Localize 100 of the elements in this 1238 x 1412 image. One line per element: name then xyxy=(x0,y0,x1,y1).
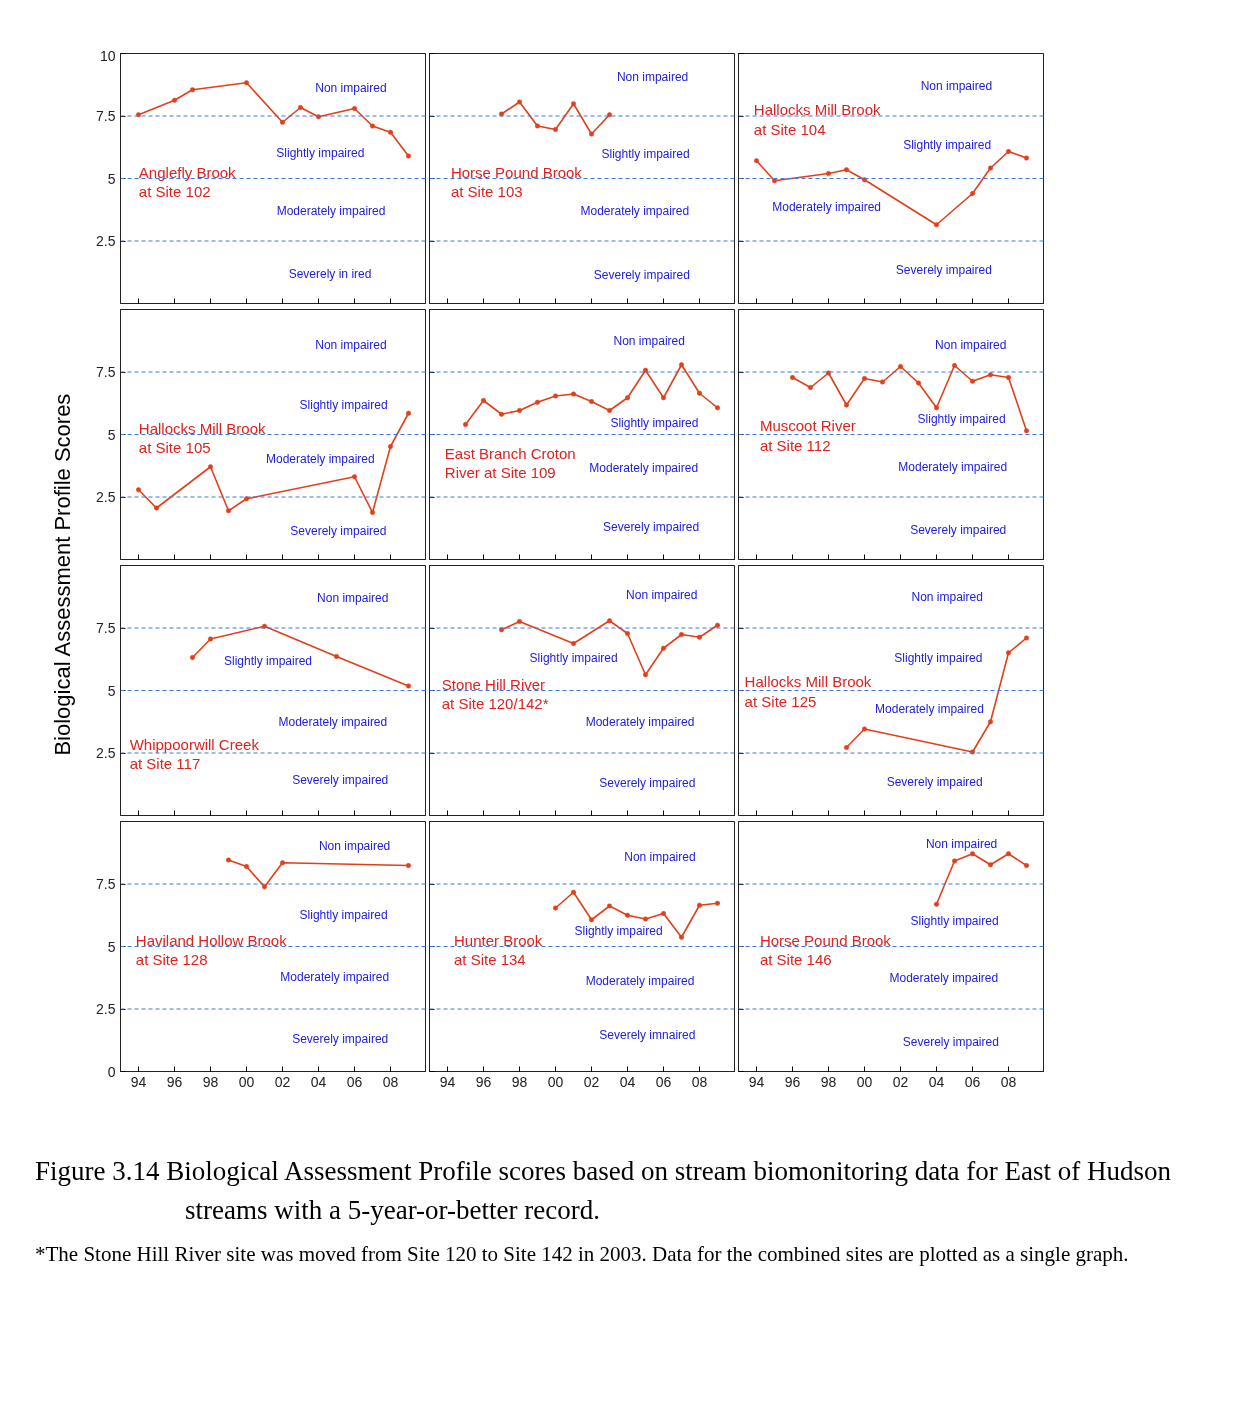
annotation: Non impaired xyxy=(613,333,685,348)
annotation: Slightly impaired xyxy=(903,138,992,152)
text: Hallocks Mill Brook at Site 104 xyxy=(753,101,881,138)
annotation: Moderately impaired xyxy=(265,452,375,467)
annotation: Slightly impaired xyxy=(276,145,365,160)
annotation: Non impaired xyxy=(925,836,998,851)
text: Haviland Hollow Brook at Site 128 xyxy=(135,931,288,969)
annotation: Slightly impaired xyxy=(910,913,999,928)
x-tick-label: 96 xyxy=(784,1073,801,1090)
annotation: Severely impaired xyxy=(895,262,992,277)
x-tick-label: 04 xyxy=(619,1073,636,1090)
x-tick-label: 96 xyxy=(475,1073,492,1090)
text: Horse Pound Brook at Site 103 xyxy=(450,163,583,201)
x-tick-label: 94 xyxy=(130,1073,147,1090)
annotation: Moderately impaired xyxy=(276,204,386,218)
x-tick-label: 00 xyxy=(547,1073,564,1090)
x-tick-label: 08 xyxy=(382,1073,399,1090)
annotation: Severely impaired xyxy=(599,776,696,791)
y-tick-label: 5 xyxy=(107,170,116,187)
annotation: Moderately impaired xyxy=(772,199,881,214)
y-tick-label: 2.5 xyxy=(96,233,116,249)
y-tick-label: 7.5 xyxy=(96,364,116,380)
annotation: Non impaired xyxy=(911,589,983,604)
x-tick-label: 02 xyxy=(892,1073,909,1090)
annotation: Severely impaired xyxy=(886,774,983,789)
text: Muscoot River at Site 112 xyxy=(759,417,856,454)
annotation: Slightly impaired xyxy=(894,650,983,665)
annotation: Severely imnaired xyxy=(599,1027,696,1042)
text: Hunter Brook at Site 134 xyxy=(453,931,543,969)
y-tick-label: 7.5 xyxy=(96,876,116,892)
annotation: Non impaired xyxy=(318,839,391,854)
annotation: Non impaired xyxy=(935,338,1007,353)
x-tick-label: 98 xyxy=(820,1073,837,1090)
x-tick-label: 00 xyxy=(856,1073,873,1090)
annotation: Moderately impaired xyxy=(589,460,699,475)
annotation: Non impaired xyxy=(626,588,698,602)
x-tick-label: 02 xyxy=(583,1073,600,1090)
text: Hallocks Mill Brook at Site 105 xyxy=(138,419,267,457)
caption: Figure 3.14 Biological Assessment Profile scores based on stream biomonitoring data for East of Hudson streams with a 5-year-or-better record. xyxy=(35,1155,1173,1227)
annotation: Slightly impaired xyxy=(529,651,618,666)
x-tick-label: 06 xyxy=(655,1073,672,1090)
annotation: Slightly impaired xyxy=(574,923,663,938)
annotation: Slightly impaired xyxy=(601,147,690,162)
x-tick-label: 02 xyxy=(274,1073,291,1090)
y-tick-label: 5 xyxy=(107,682,116,699)
annotation: Severely impaired xyxy=(910,523,1007,537)
annotation: Severely impaired xyxy=(902,1035,999,1049)
text: Stone Hill River at Site 120/142* xyxy=(441,675,549,713)
text: Horse Pound Brook at Site 146 xyxy=(759,931,892,969)
annotation: Severely impaired xyxy=(593,268,690,282)
x-tick-label: 06 xyxy=(346,1073,363,1090)
y-axis-title: Biological Assessment Profile Scores xyxy=(50,393,75,756)
y-tick-label: 2.5 xyxy=(96,745,116,761)
annotation: Severely impaired xyxy=(290,524,387,538)
x-tick-label: 06 xyxy=(964,1073,981,1090)
text: Whippoorwill Creek at Site 117 xyxy=(129,735,260,773)
y-tick-label: 7.5 xyxy=(96,620,116,636)
y-tick-label: 7.5 xyxy=(96,108,116,124)
annotation: Slightly impaired xyxy=(610,415,699,430)
annotation: Non impaired xyxy=(624,850,696,865)
annotation: Slightly impaired xyxy=(299,908,388,923)
x-tick-label: 94 xyxy=(439,1073,456,1090)
annotation: Moderately impaired xyxy=(898,459,1008,474)
annotation: Severely in ired xyxy=(288,267,372,282)
annotation: Slightly impaired xyxy=(223,654,313,668)
annotation: Non impaired xyxy=(317,590,389,605)
annotation: Non impaired xyxy=(315,338,387,353)
annotation: Non impaired xyxy=(616,69,689,84)
x-tick-label: 00 xyxy=(238,1073,255,1090)
annotation: Slightly impaired xyxy=(917,411,1006,426)
x-tick-label: 98 xyxy=(202,1073,219,1090)
annotation: Moderately impaired xyxy=(875,702,984,716)
x-tick-label: 94 xyxy=(748,1073,765,1090)
x-tick-label: 08 xyxy=(1000,1073,1017,1090)
x-tick-label: 04 xyxy=(310,1073,327,1090)
text: *The Stone Hill River site was moved from Site 120 to Site 142 in 2003. Data for the combined sites are plotted as a single graph. xyxy=(35,1241,1130,1269)
y-tick-label: 10 xyxy=(99,47,116,64)
y-tick-label: 5 xyxy=(107,426,116,443)
text: Hallocks Mill Brook at Site 125 xyxy=(744,673,872,710)
x-tick-label: 98 xyxy=(511,1073,528,1090)
annotation: Slightly impaired xyxy=(299,398,388,412)
y-tick-label: 2.5 xyxy=(96,489,116,505)
text: Anglefly Brook at Site 102 xyxy=(138,163,237,201)
annotation: Moderately impaired xyxy=(580,204,690,218)
annotation: Moderately impaired xyxy=(889,970,999,985)
annotation: Moderately impaired xyxy=(585,973,695,988)
x-tick-label: 04 xyxy=(928,1073,945,1090)
annotation: Non impaired xyxy=(315,80,387,95)
annotation: Severely impaired xyxy=(292,1032,389,1047)
annotation: Severely impaired xyxy=(603,519,700,534)
annotation: Moderately impaired xyxy=(585,714,695,729)
y-tick-label: 5 xyxy=(107,938,116,955)
annotation: Non impaired xyxy=(920,78,993,93)
annotation: Moderately impaired xyxy=(280,969,390,984)
y-tick-label: 2.5 xyxy=(96,1001,116,1017)
annotation: Severely impaired xyxy=(292,772,389,787)
text: East Branch Croton River at Site 109 xyxy=(444,444,576,482)
x-tick-label: 08 xyxy=(691,1073,708,1090)
annotation: Moderately impaired xyxy=(278,714,388,729)
x-tick-label: 96 xyxy=(166,1073,183,1090)
